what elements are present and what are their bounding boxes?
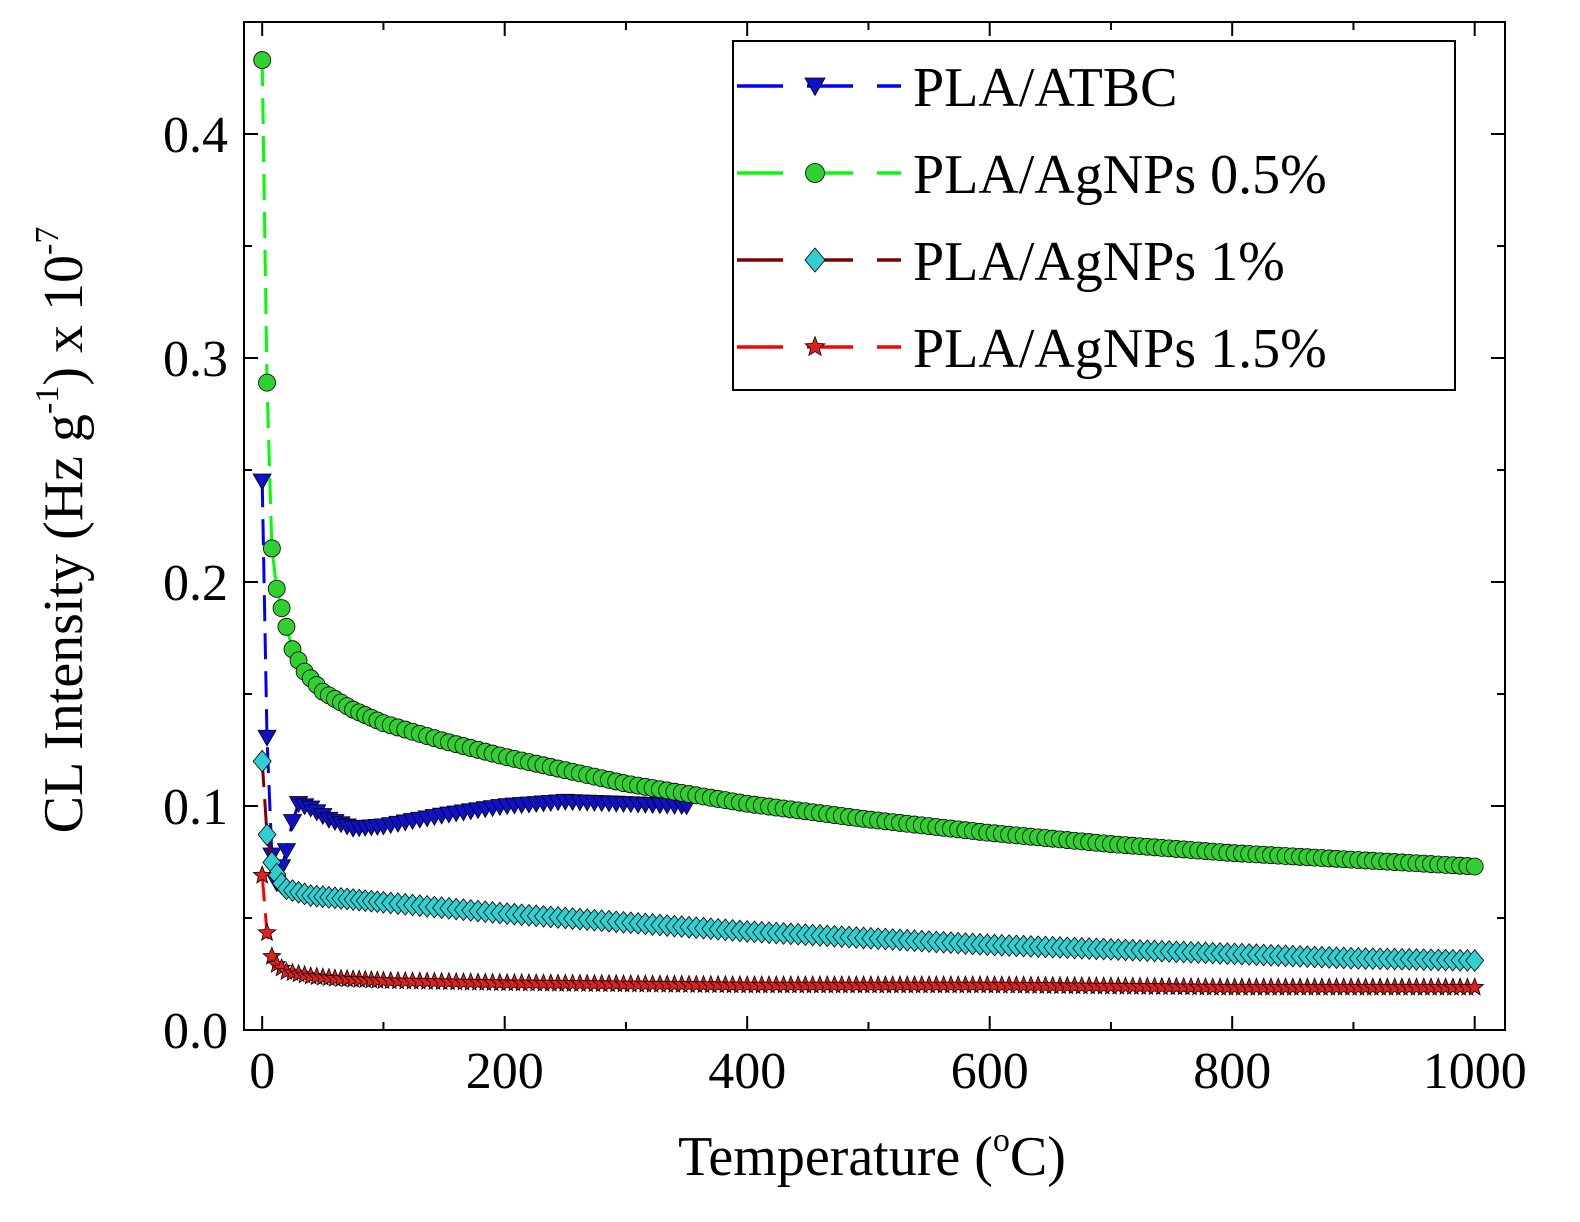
data-point-pla-agnps-1-1 [257,823,277,847]
x-tick-label-4: 800 [1193,1043,1271,1100]
data-point-pla-agnps-1-5-171 [1464,977,1485,996]
x-axis-title-sup: o [993,1122,1010,1159]
plot-frame [243,21,1506,1031]
y-tick-label-1: 0.1 [163,779,228,836]
x-tick-label-0: 0 [249,1043,275,1100]
y-tick-label-0: 0.0 [163,1003,228,1060]
series-pla-agnps-1 [252,749,1485,972]
x-tick-label-5: 1000 [1423,1043,1527,1100]
x-tick-label-1: 200 [466,1043,544,1100]
data-point-pla-agnps-0-5-171 [1465,857,1484,876]
legend-marker-pla-atbc [804,77,826,97]
x-axis-title-tail: C) [1010,1126,1066,1188]
data-point-pla-atbc-1 [257,729,277,747]
data-point-pla-agnps-1-5-2 [262,946,282,965]
data-point-pla-atbc-5 [276,843,297,861]
series-pla-agnps-1-5 [252,865,1485,996]
x-axis-title: Temperature (oC) [678,1122,1066,1188]
data-point-pla-agnps-0-5-3 [267,579,286,598]
plot-border [243,21,1506,1031]
data-point-pla-agnps-1-0 [252,749,272,773]
data-point-pla-agnps-0-5-0 [253,51,272,69]
y-axis-title-a: CL Intensity (Hz g [33,414,95,833]
legend-marker-pla-agnps-1-5 [804,335,826,357]
legend-label-pla-agnps-1: PLA/AgNPs 1% [913,231,1285,293]
data-point-pla-atbc-6 [282,814,303,832]
y-axis-title-b: ) x 10 [33,255,95,386]
series-pla-agnps-0-5 [253,51,1484,876]
x-tick-label-3: 600 [951,1043,1029,1100]
data-point-pla-agnps-1-171 [1465,949,1485,972]
legend-label-pla-agnps-0-5: PLA/AgNPs 0.5% [913,144,1327,206]
legend-label-pla-atbc: PLA/ATBC [913,57,1178,119]
y-axis-title: CL Intensity (Hz g-1) x 10-7 [29,227,95,834]
tick-layer: 0 200 400 600 800 1000 0.0 0.1 0.2 0.3 0.4 [163,21,1527,1100]
y-axis-title-sup2: -7 [29,227,66,255]
data-point-pla-atbc-0 [252,473,272,491]
y-tick-label-2: 0.2 [163,555,228,612]
y-axis-title-sup1: -1 [29,386,66,414]
data-point-pla-agnps-0-5-2 [262,539,281,558]
data-point-pla-agnps-0-5-5 [277,617,296,636]
legend-marker-pla-agnps-0-5 [805,163,825,183]
data-point-pla-agnps-0-5-4 [272,599,291,618]
legend-marker-pla-agnps-1 [804,247,826,273]
legend: PLA/ATBC PLA/AgNPs 0.5% PLA/AgNPs 1% PLA/Ag… [732,40,1456,391]
x-axis-title-main: Temperature ( [678,1126,993,1188]
legend-label-pla-agnps-1-5: PLA/AgNPs 1.5% [913,318,1327,380]
y-tick-label-3: 0.3 [163,331,228,388]
legend-box [732,40,1456,391]
data-point-pla-agnps-0-5-1 [258,373,276,392]
series-layer [252,51,1485,996]
data-point-pla-agnps-1-5-0 [252,865,272,884]
x-tick-label-2: 400 [708,1043,786,1100]
data-point-pla-agnps-1-5-1 [257,922,277,942]
y-tick-label-4: 0.4 [163,107,228,164]
